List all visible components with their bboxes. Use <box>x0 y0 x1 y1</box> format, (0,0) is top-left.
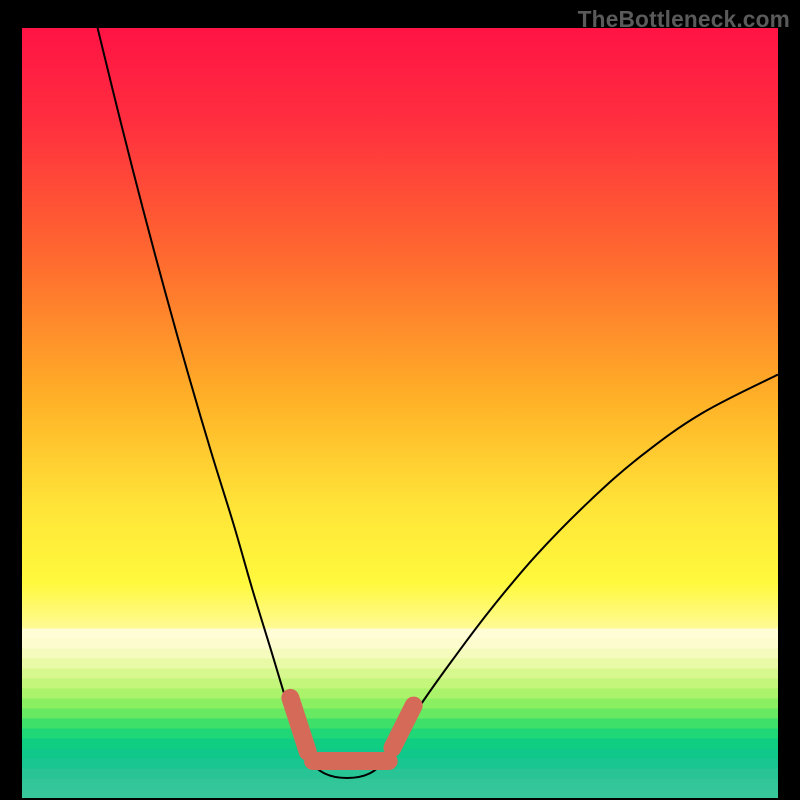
chart-svg <box>22 28 778 798</box>
chart-plot-area <box>22 28 778 798</box>
gradient-background <box>22 28 778 798</box>
frame: TheBottleneck.com <box>0 0 800 800</box>
